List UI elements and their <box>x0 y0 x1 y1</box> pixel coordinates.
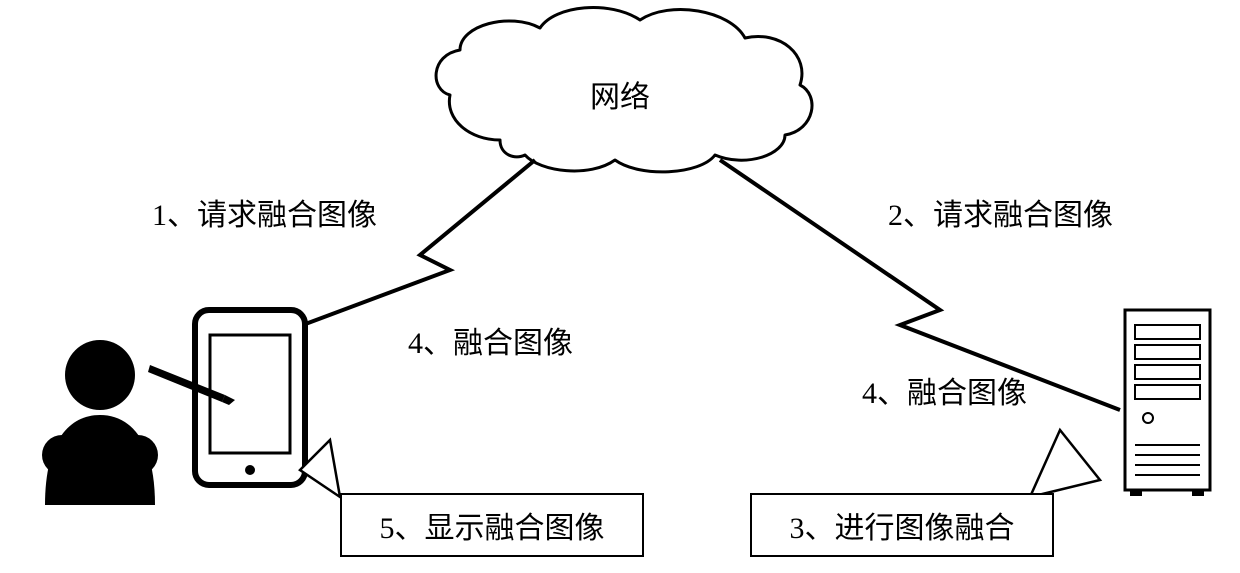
label-step4a: 4、融合图像 <box>408 318 573 362</box>
callout-leader-right <box>1030 430 1100 497</box>
zigzag-left <box>268 160 535 338</box>
callout-step3: 3、进行图像融合 <box>750 493 1054 557</box>
callout-step5: 5、显示融合图像 <box>340 493 644 557</box>
label-step2: 2、请求融合图像 <box>888 190 1113 234</box>
label-step1: 1、请求融合图像 <box>152 190 377 234</box>
label-step4b: 4、融合图像 <box>862 368 1027 412</box>
callout-step3-text: 3、进行图像融合 <box>790 503 1015 547</box>
server-icon <box>1125 310 1210 496</box>
cloud-label: 网络 <box>590 72 650 116</box>
tablet-icon <box>148 310 305 485</box>
user-icon <box>42 340 158 505</box>
callout-step5-text: 5、显示融合图像 <box>380 503 605 547</box>
